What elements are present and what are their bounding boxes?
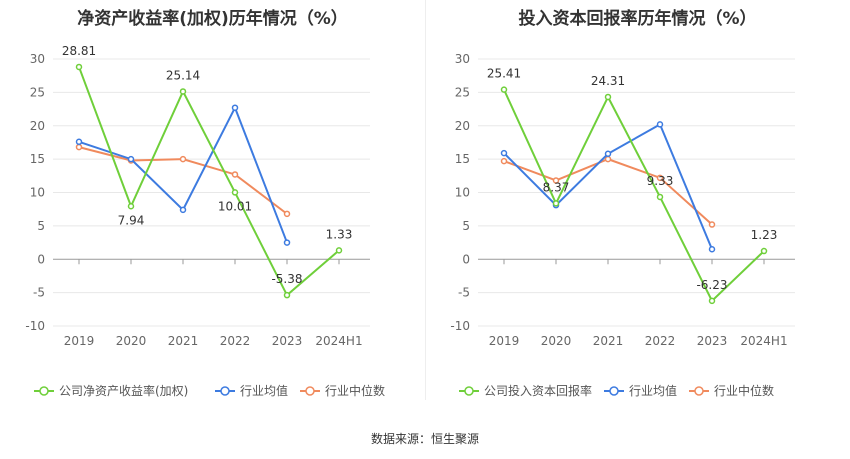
y-tick-label: 10 — [30, 186, 45, 200]
data-point-median — [75, 143, 83, 151]
data-point-median — [552, 177, 560, 184]
roic-chart-panel: 投入资本回报率历年情况（%） -10 -5 0 5 10 15 20 25 30 2019 2020… — [425, 0, 850, 420]
data-source-note: 数据来源：恒生聚源 — [370, 432, 479, 446]
legend-label-avg: 行业均值 — [240, 383, 288, 398]
series-line-company — [78, 66, 340, 297]
y-tick-label: 5 — [37, 219, 45, 233]
data-point-company — [75, 63, 83, 71]
data-point-company — [127, 203, 135, 210]
data-point-company — [231, 189, 239, 196]
data-point-median — [500, 157, 508, 165]
y-tick-label: 15 — [455, 152, 470, 166]
y-tick-label: 0 — [37, 252, 45, 266]
data-point-median — [231, 171, 239, 178]
y-tick-label: -10 — [25, 319, 45, 333]
data-point-company — [708, 297, 716, 305]
data-label: 10.01 — [218, 199, 252, 213]
data-point-median — [179, 155, 187, 163]
series-line-avg — [78, 105, 288, 243]
y-tick-label: -5 — [33, 286, 45, 300]
y-tick-label: 30 — [455, 52, 470, 66]
data-label: 25.41 — [487, 67, 521, 81]
roic-chart: -10 -5 0 5 10 15 20 25 30 2019 2020 2021 2022 2023 202… — [450, 52, 795, 398]
y-tick-label: 30 — [30, 52, 45, 66]
data-label: 28.81 — [62, 44, 96, 58]
legend-marker-median — [694, 386, 704, 396]
data-point-company — [283, 291, 291, 299]
legend-marker-company — [39, 386, 49, 396]
data-point-avg — [127, 155, 135, 163]
data-label: 24.31 — [591, 74, 625, 88]
data-label: 25.14 — [166, 68, 200, 82]
y-tick-label: 15 — [30, 152, 45, 166]
data-point-avg — [708, 245, 716, 253]
data-point-median — [656, 174, 664, 182]
data-point-company — [552, 200, 560, 207]
data-point-avg — [656, 121, 664, 128]
data-label: 1.23 — [751, 228, 778, 242]
series-line-median — [503, 158, 713, 226]
series-line-company — [503, 89, 765, 303]
data-point-median — [604, 155, 612, 163]
legend-marker-median — [305, 386, 315, 396]
legend-label-median: 行业中位数 — [714, 383, 774, 398]
x-tick-label: 2023 — [272, 334, 303, 348]
x-tick-label: 2020 — [541, 334, 572, 348]
legend-marker-avg — [609, 386, 619, 396]
data-point-avg — [231, 104, 239, 111]
y-tick-label: 20 — [30, 119, 45, 133]
legend-label-avg: 行业均值 — [629, 383, 677, 398]
data-label: 8.37 — [543, 180, 570, 194]
data-point-avg — [500, 149, 508, 157]
roe-chart: -10 -5 0 5 10 15 20 25 30 2019 2020 2021 2022 2023 202… — [25, 44, 385, 398]
data-point-avg — [179, 206, 187, 214]
x-tick-label: 2022 — [645, 334, 676, 348]
y-tick-label: 20 — [455, 119, 470, 133]
data-point-company — [179, 88, 187, 95]
data-point-avg — [283, 239, 291, 246]
x-tick-label: 2019 — [489, 334, 520, 348]
data-label: 9.33 — [647, 174, 674, 188]
y-tick-label: 10 — [455, 186, 470, 200]
y-tick-label: -10 — [450, 319, 470, 333]
roe-chart-panel: 净资产收益率(加权)历年情况（%） -10 -5 0 5 10 15 20 25 30 2019 2… — [0, 0, 425, 420]
x-tick-label: 2019 — [64, 334, 95, 348]
data-point-company — [604, 93, 612, 101]
x-tick-label: 2022 — [220, 334, 251, 348]
y-tick-label: 25 — [455, 85, 470, 99]
data-label: -6.23 — [696, 278, 727, 292]
legend-label-company: 公司投入资本回报率 — [484, 383, 592, 398]
data-point-avg — [75, 138, 83, 146]
roe-chart-title: 净资产收益率(加权)历年情况（%） — [77, 9, 348, 29]
legend-marker-company — [464, 386, 474, 396]
x-tick-label: 2024H1 — [740, 334, 787, 348]
data-point-avg — [604, 150, 612, 158]
data-point-company — [760, 247, 768, 255]
data-point-company — [335, 247, 343, 254]
series-line-avg — [503, 122, 713, 250]
x-tick-label: 2020 — [116, 334, 147, 348]
data-label: 7.94 — [118, 213, 145, 227]
x-tick-label: 2024H1 — [315, 334, 362, 348]
legend-label-company: 公司净资产收益率(加权) — [59, 383, 188, 398]
data-label: -5.38 — [271, 272, 302, 286]
legend-marker-avg — [220, 386, 230, 396]
y-tick-label: -5 — [458, 286, 470, 300]
roic-chart-title: 投入资本回报率历年情况（%） — [518, 9, 757, 29]
y-tick-label: 5 — [462, 219, 470, 233]
data-label: 1.33 — [326, 227, 353, 241]
panel-divider — [425, 0, 426, 400]
x-tick-label: 2021 — [593, 334, 624, 348]
legend-label-median: 行业中位数 — [325, 383, 385, 398]
data-point-company — [500, 86, 508, 93]
x-tick-label: 2021 — [168, 334, 199, 348]
y-tick-label: 0 — [462, 252, 470, 266]
data-point-median — [708, 221, 716, 228]
data-point-median — [283, 210, 291, 218]
x-tick-label: 2023 — [697, 334, 728, 348]
data-point-company — [656, 193, 664, 201]
y-tick-label: 25 — [30, 85, 45, 99]
